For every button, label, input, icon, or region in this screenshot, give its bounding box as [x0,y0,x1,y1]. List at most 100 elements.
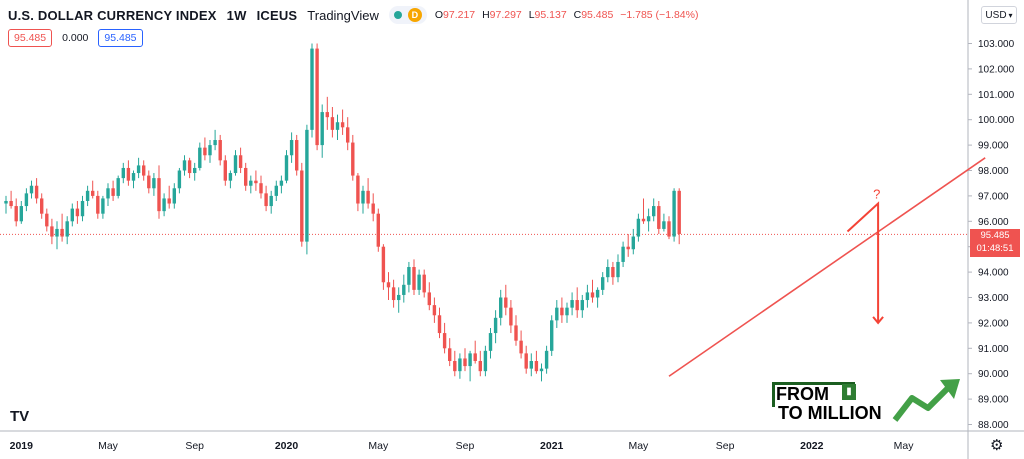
candle-body [85,190,90,201]
candle-body [187,160,192,174]
candle-body [14,206,18,222]
candle-body [101,198,105,214]
logo-frame [772,382,855,407]
support-trendline [668,157,986,377]
symbol-title[interactable]: U.S. DOLLAR CURRENCY INDEX [8,7,217,23]
candle-body [310,48,314,130]
candle-body [386,282,391,288]
candle-body [284,155,289,181]
candle-body [524,353,528,369]
candle-body [50,226,54,237]
candle-body [65,221,69,237]
candle-body [162,198,166,212]
candle-body [300,170,304,242]
candle-body [667,221,671,237]
source-label: TradingView [307,7,379,23]
market-status-pill[interactable]: D [388,6,427,24]
candle-body [29,185,34,194]
bar-countdown: 01:48:51 [976,243,1014,254]
candle-body [40,198,44,214]
candle-body [45,213,49,227]
candle-body [351,142,355,176]
bar-chart-icon: ▮ [842,384,856,400]
candle-body [544,350,549,369]
candle-body [493,317,498,334]
candle-body [295,140,299,171]
candle-body [147,175,151,189]
candle-body [4,200,8,204]
candle-body [677,190,681,234]
logo-text-line2: TO MILLION [778,403,882,423]
market-open-dot-icon [393,11,402,19]
candle-body [55,228,59,237]
candle-body [126,167,131,181]
candle-body [24,193,29,207]
candle-body [356,175,360,204]
y-tick-label: 99.000 [978,141,1009,152]
candle-body [259,183,263,194]
candle-body [595,289,600,298]
y-tick-label: 98.000 [978,166,1009,177]
candle-body [157,178,161,212]
candle-body [254,180,258,184]
candle-body [228,173,233,181]
candle-body [519,340,523,354]
candle-body [208,145,212,156]
y-tick-label: 100.000 [978,115,1015,126]
x-tick-label: 2022 [800,440,824,452]
tradingview-logo-icon[interactable]: TV [10,408,30,425]
growth-arrow-icon [892,385,951,422]
indicator-legend[interactable]: 95.485 0.000 95.485 [8,29,143,47]
y-tick-label: 103.000 [978,39,1015,50]
currency-dropdown[interactable]: USD ▾ [981,6,1017,24]
candle-body [19,206,23,222]
candle-body [514,325,518,341]
indicator-value-zero: 0.000 [62,32,89,44]
low-label: L [528,9,535,21]
y-tick-label: 89.000 [978,395,1009,406]
candle-body [325,112,329,118]
candle-body [652,206,656,217]
open-label: O [434,9,444,21]
candle-body [80,200,85,217]
candle-body [422,274,426,293]
currency-label: USD [985,9,1007,21]
x-tick-label: Sep [716,440,735,452]
candle-body [672,190,676,237]
candle-body [131,173,136,181]
candle-body [305,129,309,242]
candle-body [152,178,156,189]
candle-body [213,140,217,146]
candle-body [468,353,472,367]
high-value: 97.297 [489,9,522,21]
current-price-value: 95.485 [980,230,1010,241]
candle-body [442,333,447,349]
candle-body [60,228,64,237]
candle-body [116,178,120,196]
candle-body [463,358,467,367]
candle-body [453,361,457,372]
candle-body [641,218,646,222]
candle-body [182,160,187,171]
candle-body [198,147,202,168]
candle-body [412,267,416,290]
forecast-path [846,201,880,323]
candle-body [330,117,335,130]
candle-body [91,190,95,196]
interval-label[interactable]: 1W [226,7,247,23]
x-tick-label: May [98,440,119,452]
candle-body [483,350,488,372]
candle-body [539,368,544,372]
candle-body [340,122,345,128]
gear-icon[interactable]: ⚙ [990,437,1004,454]
candle-body [381,246,386,283]
x-tick-label: Sep [456,440,475,452]
open-value: 97.217 [443,9,476,21]
candle-body [437,315,442,334]
high-label: H [482,9,490,21]
candle-body [580,300,584,311]
candle-body [657,206,661,229]
candle-body [274,185,278,196]
candle-body [402,284,406,295]
